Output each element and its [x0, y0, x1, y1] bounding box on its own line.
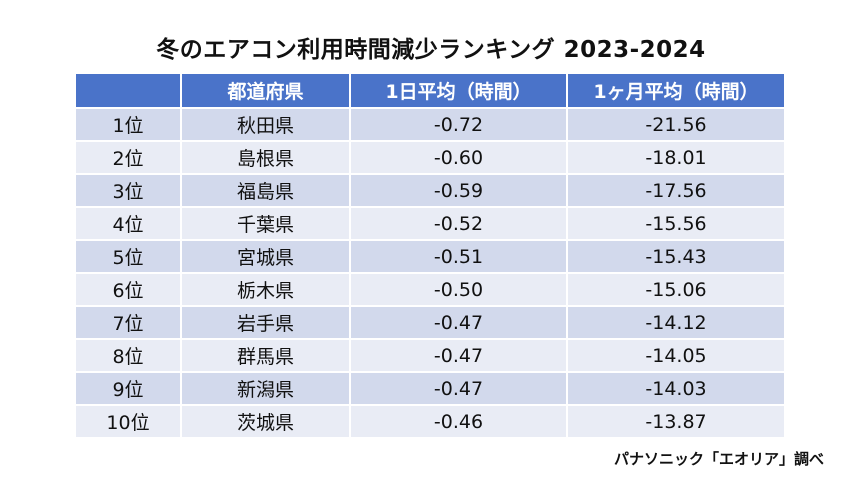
prefecture-cell: 宮城県	[181, 239, 351, 273]
rank-cell: 4位	[76, 206, 182, 240]
daily-average-cell: -0.52	[350, 206, 568, 240]
daily-average-cell: -0.47	[350, 305, 568, 339]
daily-average-cell: -0.60	[350, 140, 568, 174]
rank-cell: 8位	[76, 338, 182, 372]
table-row: 4位 千葉県 -0.52 -15.56	[76, 206, 784, 240]
column-header-rank	[76, 74, 182, 108]
daily-average-cell: -0.51	[350, 239, 568, 273]
rank-cell: 6位	[76, 272, 182, 306]
table-row: 8位 群馬県 -0.47 -14.05	[76, 338, 784, 372]
prefecture-cell: 岩手県	[181, 305, 351, 339]
rank-cell: 5位	[76, 239, 182, 273]
daily-average-cell: -0.72	[350, 107, 568, 141]
monthly-average-cell: -21.56	[567, 107, 784, 141]
daily-average-cell: -0.47	[350, 338, 568, 372]
prefecture-cell: 島根県	[181, 140, 351, 174]
monthly-average-cell: -18.01	[567, 140, 784, 174]
prefecture-cell: 新潟県	[181, 371, 351, 405]
table-row: 3位 福島県 -0.59 -17.56	[76, 173, 784, 207]
prefecture-cell: 福島県	[181, 173, 351, 207]
table-body: 1位 秋田県 -0.72 -21.56 2位 島根県 -0.60 -18.01 3位 福島県 -0.…	[76, 107, 784, 437]
monthly-average-cell: -15.56	[567, 206, 784, 240]
prefecture-cell: 栃木県	[181, 272, 351, 306]
prefecture-cell: 千葉県	[181, 206, 351, 240]
daily-average-cell: -0.46	[350, 404, 568, 437]
monthly-average-cell: -14.05	[567, 338, 784, 372]
monthly-average-cell: -15.06	[567, 272, 784, 306]
rank-cell: 9位	[76, 371, 182, 405]
table-row: 6位 栃木県 -0.50 -15.06	[76, 272, 784, 306]
column-header-daily: 1日平均（時間）	[350, 74, 568, 108]
rank-cell: 7位	[76, 305, 182, 339]
chart-title: 冬のエアコン利用時間減少ランキング 2023-2024	[156, 37, 706, 63]
column-header-prefecture: 都道府県	[181, 74, 351, 108]
monthly-average-cell: -14.03	[567, 371, 784, 405]
table-row: 5位 宮城県 -0.51 -15.43	[76, 239, 784, 273]
column-header-monthly: 1ヶ月平均（時間）	[567, 74, 784, 108]
monthly-average-cell: -14.12	[567, 305, 784, 339]
daily-average-cell: -0.47	[350, 371, 568, 405]
source-credit: パナソニック「エオリア」調べ	[613, 450, 824, 468]
table-row: 7位 岩手県 -0.47 -14.12	[76, 305, 784, 339]
prefecture-cell: 茨城県	[181, 404, 351, 437]
monthly-average-cell: -15.43	[567, 239, 784, 273]
table-row: 10位 茨城県 -0.46 -13.87	[76, 404, 784, 437]
rank-cell: 3位	[76, 173, 182, 207]
prefecture-cell: 群馬県	[181, 338, 351, 372]
monthly-average-cell: -13.87	[567, 404, 784, 437]
prefecture-cell: 秋田県	[181, 107, 351, 141]
ranking-table: 都道府県 1日平均（時間） 1ヶ月平均（時間） 1位 秋田県 -0.72 -21.56…	[76, 74, 784, 437]
table-row: 1位 秋田県 -0.72 -21.56	[76, 107, 784, 141]
table-row: 9位 新潟県 -0.47 -14.03	[76, 371, 784, 405]
daily-average-cell: -0.59	[350, 173, 568, 207]
header-row: 都道府県 1日平均（時間） 1ヶ月平均（時間）	[76, 74, 784, 108]
table-row: 2位 島根県 -0.60 -18.01	[76, 140, 784, 174]
monthly-average-cell: -17.56	[567, 173, 784, 207]
rank-cell: 1位	[76, 107, 182, 141]
rank-cell: 2位	[76, 140, 182, 174]
daily-average-cell: -0.50	[350, 272, 568, 306]
rank-cell: 10位	[76, 404, 182, 437]
